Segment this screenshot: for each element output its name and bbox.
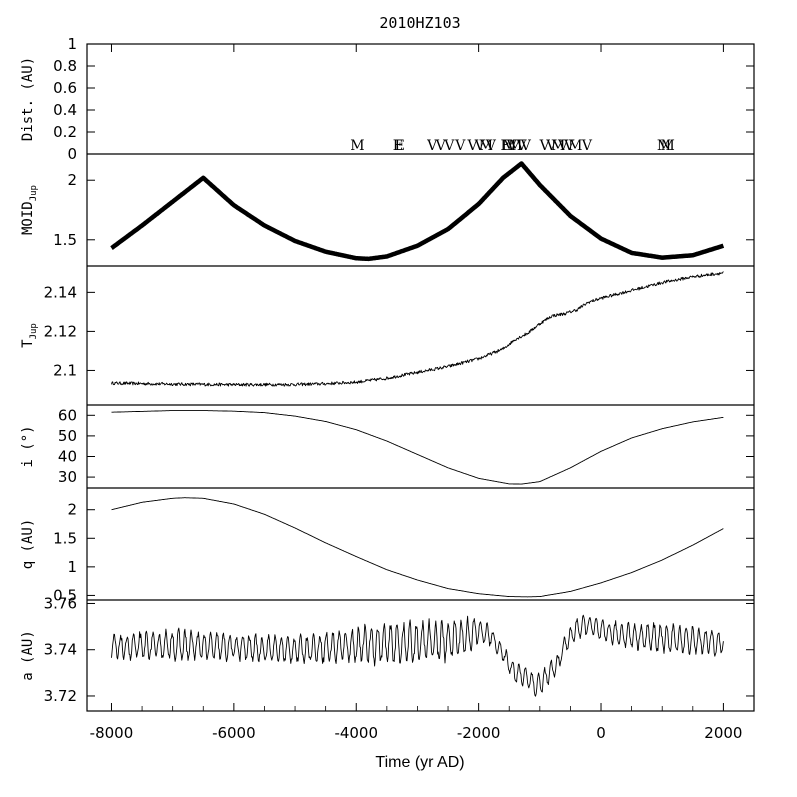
y-axis-label: q (AU) xyxy=(20,519,36,570)
encounter-marker: M xyxy=(350,138,364,154)
y-tick-label: 0.4 xyxy=(53,101,77,119)
x-tick-label: 2000 xyxy=(704,724,742,742)
encounter-marker: E xyxy=(500,138,510,154)
encounter-marker: M xyxy=(479,138,493,154)
y-tick-label: 0.2 xyxy=(53,123,77,141)
series-line-tjup xyxy=(111,271,724,387)
encounter-marker: M xyxy=(502,138,516,154)
encounter-marker: V xyxy=(506,138,518,154)
x-axis: -8000 -6000 -4000 -2000 0 2000 xyxy=(90,44,742,742)
y-tick-label: 1 xyxy=(67,35,77,53)
encounter-marker: V xyxy=(485,138,497,154)
y-axis-label: TJup xyxy=(20,323,39,348)
series-line-q xyxy=(111,497,724,598)
y-tick-label: 1.5 xyxy=(53,231,77,249)
y-tick-label: 2 xyxy=(67,171,77,189)
encounter-marker: M xyxy=(508,138,522,154)
y-tick-label: 2.14 xyxy=(44,283,77,301)
y-tick-label: 60 xyxy=(58,406,77,424)
x-axis-label: Time (yr AD) xyxy=(375,754,464,771)
y-tick-label: 3.76 xyxy=(44,594,77,612)
plot-frame xyxy=(86,43,755,712)
y-axis-label: MOIDJup xyxy=(20,185,39,235)
y-tick-label: 3.72 xyxy=(44,687,77,705)
x-tick-label: -8000 xyxy=(90,724,134,742)
y-tick-label: 1 xyxy=(67,558,77,576)
chart-title: 2010HZ103 xyxy=(379,14,460,32)
y-tick-label: 2 xyxy=(67,501,77,519)
y-tick-label: 50 xyxy=(58,427,77,445)
encounter-marker: V xyxy=(474,138,486,154)
encounter-marker: V xyxy=(443,138,455,154)
y-tick-label: 2.1 xyxy=(53,361,77,379)
y-tick-label: 1.5 xyxy=(53,529,77,547)
encounter-marker: V xyxy=(563,138,575,154)
y-tick-label: 40 xyxy=(58,447,77,465)
encounter-marker: V xyxy=(435,138,447,154)
encounter-marker: V xyxy=(557,138,569,154)
encounter-marker: M xyxy=(551,138,565,154)
encounter-marker: V xyxy=(545,138,557,154)
y-tick-label: 0.5 xyxy=(53,586,77,604)
encounter-marker: V xyxy=(581,138,593,154)
y-tick-label: 0.8 xyxy=(53,57,77,75)
series-line-incl xyxy=(111,410,724,485)
encounter-marker: V xyxy=(520,138,532,154)
series-line-a xyxy=(111,614,724,697)
x-tick-label: -4000 xyxy=(334,724,378,742)
x-tick-label: -6000 xyxy=(212,724,256,742)
encounter-marker: V xyxy=(539,138,551,154)
encounter-marker: M xyxy=(657,138,671,154)
y-axis-label: Dist. (AU) xyxy=(20,57,36,141)
series-line-moid xyxy=(109,161,726,262)
y-tick-label: 0 xyxy=(67,145,77,163)
encounter-marker: M xyxy=(661,138,675,154)
encounter-marker: V xyxy=(426,138,438,154)
x-tick-label: 0 xyxy=(596,724,606,742)
y-axis-label: i (°) xyxy=(20,425,36,467)
y-tick-label: 0.6 xyxy=(53,79,77,97)
encounter-marker: E xyxy=(395,138,405,154)
y-tick-label: 30 xyxy=(58,468,77,486)
x-tick-label: -2000 xyxy=(457,724,501,742)
y-axis-label: a (AU) xyxy=(20,630,36,681)
encounter-marker: E xyxy=(393,138,403,154)
encounter-marker: V xyxy=(454,138,466,154)
y-tick-label: 3.74 xyxy=(44,641,77,659)
encounter-marker: M xyxy=(568,138,582,154)
encounter-marker: V xyxy=(466,138,478,154)
encounter-marker: V xyxy=(515,138,527,154)
y-tick-label: 2.12 xyxy=(44,322,77,340)
